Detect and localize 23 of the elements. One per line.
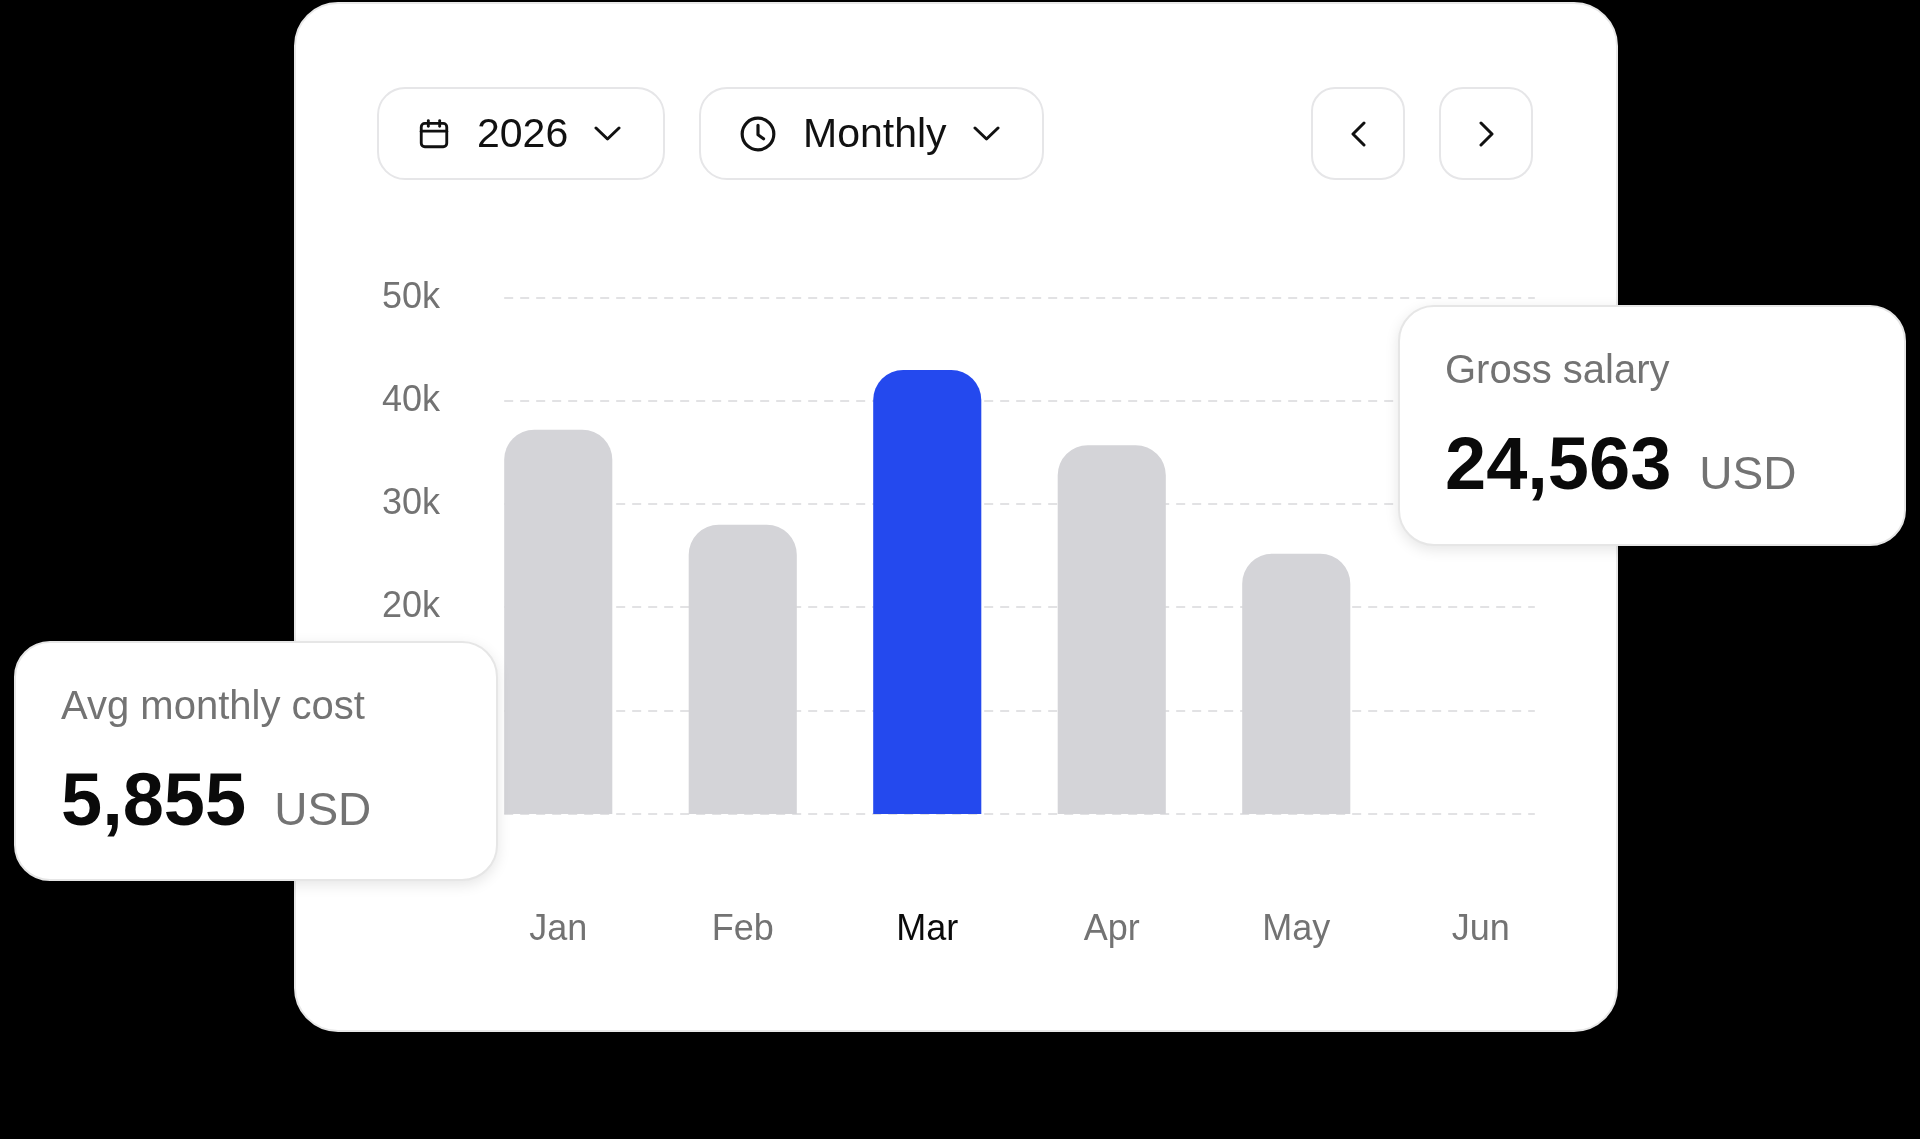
x-tick-label: Jun [1451, 906, 1510, 948]
dropdown: 2026 [377, 87, 666, 180]
text: USD [274, 783, 372, 835]
text: 5,855 [61, 758, 247, 841]
y-tick-label: 50k [381, 274, 441, 316]
text: Avg monthly cost [61, 683, 365, 727]
y-tick-label: 30k [381, 481, 441, 523]
bar [873, 369, 982, 814]
x-tick-label: Jan [529, 906, 588, 948]
annotation: 24,563 [1445, 422, 1672, 505]
bar [1242, 553, 1351, 814]
x-tick-label: Apr [1083, 906, 1140, 948]
x-tick-label: Feb [711, 906, 774, 948]
x-tick-label: May [1262, 906, 1331, 948]
text: USD [1699, 447, 1797, 499]
x-tick-label: Mar [896, 906, 959, 948]
dropdown: Monthly [699, 87, 1044, 180]
bar [688, 524, 797, 814]
text: Gross salary [1445, 347, 1670, 391]
y-tick-label: 40k [381, 377, 441, 419]
bar [504, 429, 613, 814]
bar [1057, 445, 1166, 814]
y-tick-label: 20k [381, 584, 441, 626]
